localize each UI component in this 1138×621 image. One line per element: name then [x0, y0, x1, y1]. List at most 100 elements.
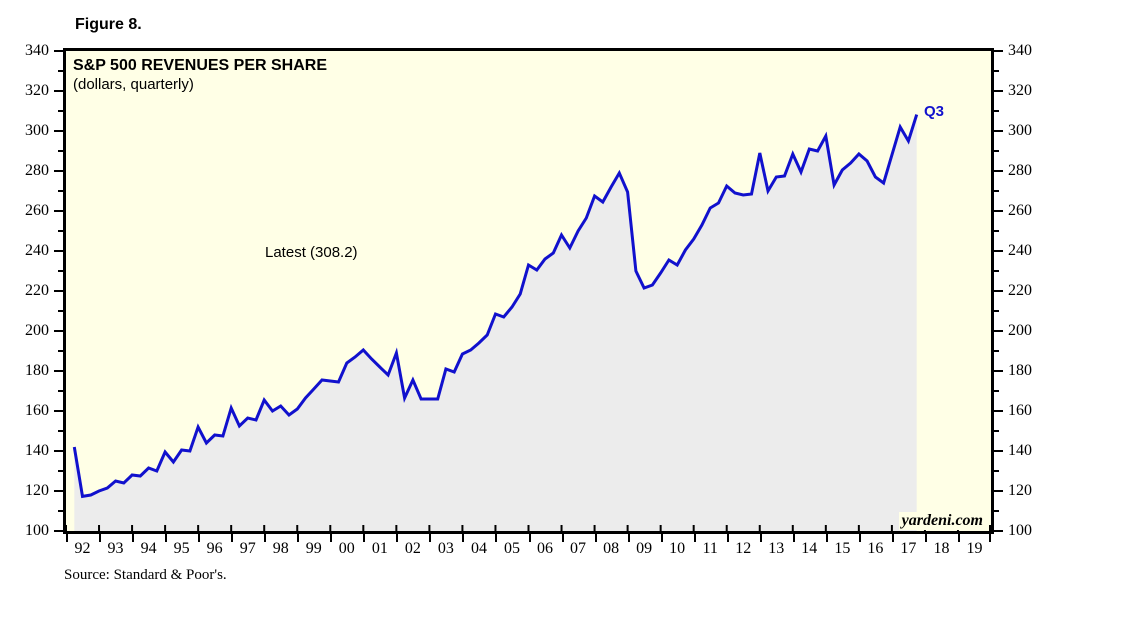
y-tick-label: 320	[25, 82, 49, 99]
x-year-label: 07	[570, 540, 587, 557]
y-tick-label: 300	[1008, 122, 1032, 139]
x-year-label: 99	[305, 540, 322, 557]
y-major-tick	[994, 170, 1003, 172]
x-year-tick	[858, 534, 861, 542]
y-minor-tick	[58, 390, 63, 392]
y-minor-tick	[58, 510, 63, 512]
y-tick-label: 260	[1008, 202, 1032, 219]
x-year-label: 02	[404, 540, 421, 557]
y-minor-tick	[58, 310, 63, 312]
y-minor-tick	[994, 150, 999, 152]
y-minor-tick	[994, 230, 999, 232]
x-year-tick	[561, 534, 564, 542]
x-year-tick	[924, 534, 927, 542]
y-minor-tick	[58, 350, 63, 352]
source-note: Source: Standard & Poor's.	[64, 567, 227, 583]
revenue-line-chart	[66, 114, 991, 531]
x-year-label: 18	[933, 540, 950, 557]
y-major-tick	[54, 90, 63, 92]
x-year-label: 05	[503, 540, 520, 557]
x-year-tick	[363, 534, 366, 542]
y-tick-label: 300	[25, 122, 49, 139]
x-year-tick	[297, 534, 300, 542]
y-minor-tick	[994, 430, 999, 432]
y-tick-label: 340	[1008, 42, 1032, 59]
y-major-tick	[994, 250, 1003, 252]
y-tick-label: 140	[25, 442, 49, 459]
y-major-tick	[54, 530, 63, 532]
x-year-label: 92	[74, 540, 91, 557]
chart-subtitle: (dollars, quarterly)	[73, 76, 194, 93]
y-tick-label: 280	[1008, 162, 1032, 179]
x-year-label: 15	[834, 540, 851, 557]
y-major-tick	[994, 130, 1003, 132]
revenue-line	[72, 114, 919, 499]
x-year-tick	[792, 534, 795, 542]
y-minor-tick	[58, 190, 63, 192]
x-year-tick	[594, 534, 597, 542]
y-major-tick	[54, 370, 63, 372]
x-year-label: 17	[900, 540, 917, 557]
x-year-tick	[264, 534, 267, 542]
y-minor-tick	[58, 110, 63, 112]
y-minor-tick	[58, 270, 63, 272]
x-year-tick	[165, 534, 168, 542]
y-tick-label: 220	[1008, 282, 1032, 299]
x-year-label: 96	[206, 540, 223, 557]
y-tick-label: 200	[1008, 322, 1032, 339]
x-year-tick	[66, 534, 68, 542]
x-year-label: 19	[966, 540, 983, 557]
y-minor-tick	[58, 230, 63, 232]
x-year-label: 98	[272, 540, 289, 557]
area-fill	[74, 114, 917, 531]
x-year-label: 01	[371, 540, 388, 557]
y-minor-tick	[994, 510, 999, 512]
x-year-label: 95	[173, 540, 190, 557]
latest-value-annotation: Latest (308.2)	[265, 244, 358, 261]
y-major-tick	[994, 370, 1003, 372]
y-tick-label: 160	[25, 402, 49, 419]
y-tick-label: 200	[25, 322, 49, 339]
y-major-tick	[54, 490, 63, 492]
y-minor-tick	[994, 470, 999, 472]
chart-title: S&P 500 REVENUES PER SHARE	[73, 57, 328, 74]
y-major-tick	[994, 330, 1003, 332]
x-year-label: 00	[338, 540, 355, 557]
x-year-tick	[99, 534, 102, 542]
chart-frame: S&P 500 REVENUES PER SHARE (dollars, qua…	[63, 48, 994, 534]
x-year-label: 13	[768, 540, 785, 557]
x-year-tick	[528, 534, 531, 542]
x-year-tick	[330, 534, 333, 542]
x-year-label: 06	[537, 540, 554, 557]
y-axis-left: 100 120 140 160 180 200 220 240 260 280 300 320 340	[0, 42, 63, 539]
x-year-label: 12	[735, 540, 752, 557]
x-year-label: 04	[470, 540, 487, 557]
x-year-label: 16	[867, 540, 884, 557]
y-major-tick	[994, 530, 1003, 532]
x-year-tick	[627, 534, 630, 542]
x-year-label: 08	[603, 540, 620, 557]
y-tick-label: 240	[25, 242, 49, 259]
figure-label: Figure 8.	[75, 16, 142, 33]
x-year-tick	[429, 534, 432, 542]
x-year-tick	[396, 534, 399, 542]
y-major-tick	[54, 410, 63, 412]
y-tick-label: 280	[25, 162, 49, 179]
x-year-tick	[825, 534, 828, 542]
y-major-tick	[54, 290, 63, 292]
y-minor-tick	[58, 150, 63, 152]
x-year-tick	[759, 534, 762, 542]
y-major-tick	[54, 170, 63, 172]
y-major-tick	[54, 330, 63, 332]
x-year-label: 11	[702, 540, 718, 557]
y-minor-tick	[994, 390, 999, 392]
x-year-tick	[660, 534, 663, 542]
y-tick-label: 160	[1008, 402, 1032, 419]
y-tick-label: 120	[1008, 482, 1032, 499]
x-year-label: 14	[801, 540, 818, 557]
x-year-tick	[132, 534, 135, 542]
y-minor-tick	[58, 430, 63, 432]
y-minor-tick	[58, 70, 63, 72]
y-major-tick	[994, 210, 1003, 212]
